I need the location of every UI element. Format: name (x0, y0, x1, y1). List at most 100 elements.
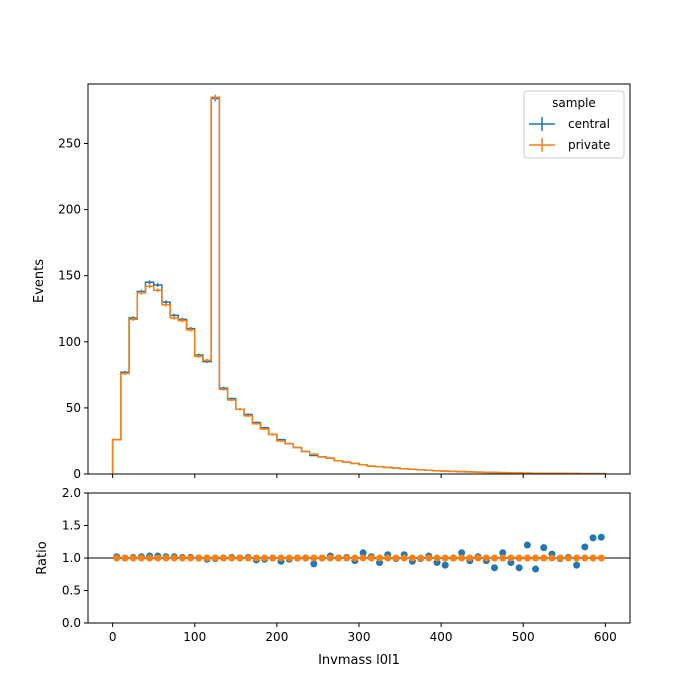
ratio-point-private (293, 554, 301, 562)
ratio-point-central (499, 549, 507, 557)
x-tick-label: 0 (109, 630, 117, 644)
y-axis-label-main: Events (32, 259, 47, 303)
y-tick-label-main: 100 (58, 335, 81, 349)
ratio-point-private (392, 554, 400, 562)
ratio-point-private (113, 554, 121, 562)
ratio-point-private (359, 554, 367, 562)
y-tick-label-ratio: 2.0 (62, 486, 81, 500)
ratio-point-central (589, 534, 597, 542)
ratio-point-private (548, 554, 556, 562)
ratio-point-central (540, 544, 548, 552)
ratio-point-private (597, 554, 605, 562)
ratio-point-private (581, 554, 589, 562)
ratio-point-private (384, 554, 392, 562)
ratio-point-private (482, 554, 490, 562)
ratio-point-private (499, 554, 507, 562)
ratio-point-central (441, 561, 449, 569)
ratio-point-private (540, 554, 548, 562)
ratio-point-private (277, 554, 285, 562)
ratio-point-private (532, 554, 540, 562)
ratio-point-private (589, 554, 597, 562)
ratio-point-private (178, 554, 186, 562)
ratio-point-private (417, 554, 425, 562)
ratio-point-private (466, 554, 474, 562)
ratio-point-private (367, 554, 375, 562)
ratio-point-private (449, 554, 457, 562)
ratio-point-private (310, 554, 318, 562)
ratio-point-private (236, 554, 244, 562)
ratio-point-private (154, 554, 162, 562)
series-line-private (111, 96, 607, 475)
y-tick-label-main: 200 (58, 203, 81, 217)
ratio-point-central (458, 549, 466, 557)
legend-title: sample (552, 96, 596, 110)
x-tick-label: 200 (265, 630, 288, 644)
y-tick-label-main: 0 (73, 467, 81, 481)
ratio-point-private (228, 554, 236, 562)
ratio-point-private (252, 554, 260, 562)
ratio-point-private (269, 554, 277, 562)
legend-box (523, 90, 625, 159)
y-tick-label-ratio: 1.5 (62, 519, 81, 533)
y-tick-label-main: 250 (58, 136, 81, 150)
ratio-point-private (244, 554, 252, 562)
ratio-point-private (458, 554, 466, 562)
y-tick-label-main: 150 (58, 269, 81, 283)
ratio-point-private (302, 554, 310, 562)
ratio-point-private (220, 554, 227, 562)
ratio-point-private (137, 554, 145, 562)
legend: sample central private (523, 90, 625, 159)
ratio-point-private (491, 554, 498, 562)
ratio-point-central (310, 560, 318, 568)
ratio-point-central (515, 564, 523, 572)
ratio-point-central (523, 541, 531, 549)
ratio-point-private (326, 554, 334, 562)
ratio-point-private (121, 554, 129, 562)
ratio-point-private (211, 554, 219, 562)
y-tick-label-ratio: 1.0 (62, 551, 81, 565)
ratio-point-private (400, 554, 408, 562)
ratio-plot-panel: 0.0 0.5 1.0 1.5 2.0 0 100 200 300 400 500 600 (62, 486, 631, 644)
ratio-point-central (597, 533, 605, 541)
ratio-point-private (408, 554, 416, 562)
ratio-point-private (376, 554, 384, 562)
x-tick-label: 400 (430, 630, 453, 644)
ratio-point-private (261, 554, 269, 562)
x-tick-label: 500 (512, 630, 535, 644)
ratio-point-private (146, 554, 154, 562)
ratio-point-central (359, 549, 367, 557)
ratio-point-private (170, 554, 178, 562)
ratio-point-private (351, 554, 359, 562)
ratio-point-private (343, 554, 351, 562)
ratio-point-private (318, 554, 326, 562)
ratio-point-private (564, 554, 572, 562)
ratio-point-central (573, 561, 581, 569)
ratio-point-private (515, 554, 523, 562)
ratio-point-central (532, 565, 540, 573)
ratio-point-private (162, 554, 170, 562)
ratio-point-central (581, 543, 589, 551)
ratio-point-private (523, 554, 531, 562)
ratio-point-private (285, 554, 293, 562)
ratio-point-private (474, 554, 482, 562)
ratio-point-private (425, 554, 433, 562)
x-tick-label: 100 (183, 630, 206, 644)
ratio-point-private (441, 554, 449, 562)
legend-label-private: private (568, 138, 610, 152)
y-tick-label-ratio: 0.0 (62, 616, 81, 630)
ratio-point-private (195, 554, 203, 562)
ratio-point-private (556, 554, 564, 562)
legend-label-central: central (568, 117, 610, 131)
x-tick-label: 600 (594, 630, 617, 644)
ratio-point-private (334, 554, 342, 562)
ratio-point-private (129, 554, 137, 562)
ratio-point-private (573, 554, 581, 562)
ratio-point-private (203, 554, 211, 562)
ratio-point-central (491, 564, 498, 572)
ratio-point-private (433, 554, 441, 562)
ratio-point-private (187, 554, 195, 562)
y-axis-label-ratio: Ratio (35, 541, 50, 574)
x-axis-label: Invmass l0l1 (318, 653, 400, 668)
y-tick-label-ratio: 0.5 (62, 584, 81, 598)
